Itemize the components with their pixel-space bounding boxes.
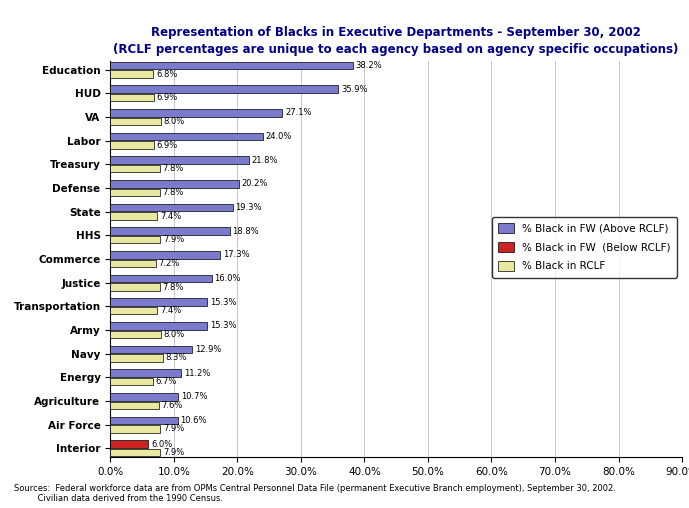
Bar [110,188,160,196]
Text: 35.9%: 35.9% [341,85,367,93]
Text: 18.8%: 18.8% [232,227,259,236]
Text: 7.8%: 7.8% [163,164,184,173]
Text: 8.3%: 8.3% [165,354,187,363]
Text: 7.4%: 7.4% [160,306,181,315]
Bar [110,165,160,173]
Text: 17.3%: 17.3% [223,250,249,259]
Bar [110,70,154,78]
Text: Sources:  Federal workforce data are from OPMs Central Personnel Data File (perm: Sources: Federal workforce data are from… [14,484,616,503]
Bar [110,275,212,282]
Bar [110,109,282,117]
Text: 6.8%: 6.8% [156,70,177,79]
Bar [110,228,229,235]
Bar [110,236,161,243]
Bar [110,94,154,102]
Bar [110,378,153,386]
Text: 19.3%: 19.3% [236,203,262,212]
Text: 38.2%: 38.2% [356,61,382,70]
Bar [110,401,158,409]
Text: 8.0%: 8.0% [163,117,185,126]
Bar [110,298,207,306]
Text: 6.9%: 6.9% [156,93,178,102]
Bar [110,369,181,377]
Text: 7.9%: 7.9% [163,235,184,244]
Text: 8.0%: 8.0% [163,330,185,339]
Text: 27.1%: 27.1% [285,108,311,117]
Text: 6.7%: 6.7% [155,377,177,386]
Bar [110,417,178,424]
Bar [110,425,161,433]
Text: 24.0%: 24.0% [265,132,291,141]
Text: 10.6%: 10.6% [180,416,207,425]
Bar [110,354,163,362]
Bar [110,61,353,69]
Text: 20.2%: 20.2% [241,179,267,188]
Bar [110,117,161,125]
Bar [110,85,338,93]
Bar [110,156,249,164]
Text: 11.2%: 11.2% [184,369,210,377]
Bar [110,393,178,401]
Text: 15.3%: 15.3% [210,322,236,330]
Bar [110,251,220,259]
Text: 7.6%: 7.6% [161,401,183,410]
Text: 7.2%: 7.2% [158,259,180,268]
Bar [110,260,156,267]
Text: 7.4%: 7.4% [160,211,181,220]
Bar [110,307,157,314]
Bar [110,283,160,291]
Bar [110,141,154,149]
Bar [110,449,161,457]
Text: 7.8%: 7.8% [163,188,184,197]
Text: 21.8%: 21.8% [251,155,278,165]
Text: 7.9%: 7.9% [163,448,184,457]
Text: 7.9%: 7.9% [163,425,184,433]
Legend: % Black in FW (Above RCLF), % Black in FW  (Below RCLF), % Black in RCLF: % Black in FW (Above RCLF), % Black in F… [492,217,677,277]
Bar [110,133,263,140]
Bar [110,212,157,220]
Text: 6.9%: 6.9% [156,141,178,149]
Bar [110,345,192,353]
Title: Representation of Blacks in Executive Departments - September 30, 2002
(RCLF per: Representation of Blacks in Executive De… [114,25,679,56]
Bar [110,204,233,211]
Bar [110,322,207,330]
Bar [110,331,161,338]
Text: 10.7%: 10.7% [181,392,207,401]
Text: 15.3%: 15.3% [210,298,236,307]
Bar [110,440,148,448]
Text: 7.8%: 7.8% [163,282,184,292]
Text: 6.0%: 6.0% [151,439,172,449]
Text: 16.0%: 16.0% [214,274,241,283]
Bar [110,180,238,187]
Text: 12.9%: 12.9% [195,345,221,354]
